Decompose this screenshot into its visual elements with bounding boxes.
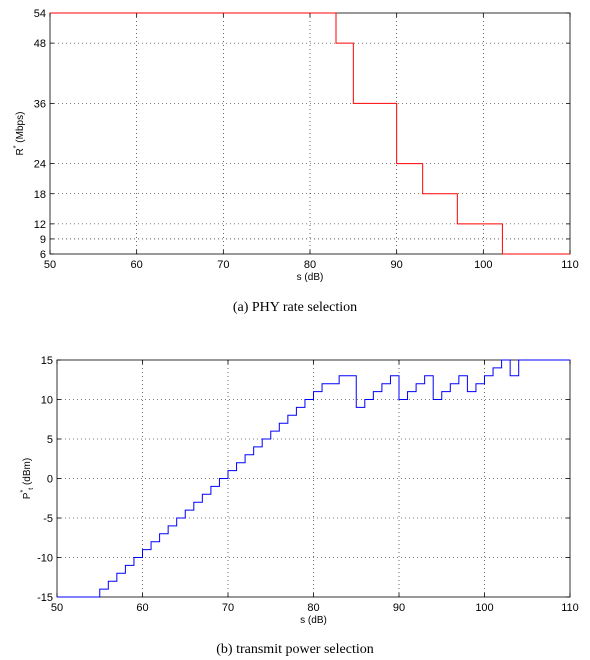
y-tick-label: 54 [34,8,46,20]
y-tick-label: 18 [34,189,46,201]
x-tick-label: 50 [51,602,63,614]
chart-a: 6 9 12 18 24 36 48 54 50 60 70 80 90 100 110 s (dB) R* (… [13,8,579,315]
x-axis-label: s (dB) [297,272,324,283]
y-tick-label: 48 [34,38,46,50]
x-tick-label: 70 [217,259,229,271]
y-tick-label: 6 [40,249,46,261]
y-tick-label: 9 [40,234,46,246]
x-tick-label: 80 [307,602,319,614]
x-tick-label: 100 [474,259,492,271]
y-tick-label: -5 [43,513,53,525]
x-tick-label: 70 [222,602,234,614]
x-axis-label: s (dB) [300,615,327,626]
x-tick-label: 90 [393,602,405,614]
x-tick-label: 110 [561,259,579,271]
y-tick-label: 15 [41,355,53,367]
y-axis-label: R* (Mbps) [13,112,26,156]
y-tick-label: -15 [37,592,53,604]
y-tick-label: 12 [34,219,46,231]
y-tick-label: -10 [37,553,53,565]
y-tick-label: 10 [41,395,53,407]
series-line [50,12,570,255]
y-axis-label: P*t (dBm) [20,458,35,499]
chart-b: -15 -10 -5 0 5 10 15 50 60 70 80 90 100 110 s (dB) P*t … [20,355,579,657]
x-tick-label: 60 [136,602,148,614]
y-tick-label: 24 [34,159,46,171]
x-tick-label: 60 [131,259,143,271]
x-tick-label: 90 [391,259,403,271]
y-tick-label: 5 [47,434,53,446]
x-tick-label: 100 [475,602,493,614]
y-tick-label: 0 [47,474,53,486]
series-line [57,359,570,598]
x-tick-label: 50 [44,259,56,271]
y-tick-label: 36 [34,98,46,110]
chart-caption: (a) PHY rate selection [233,300,357,315]
x-tick-label: 80 [304,259,316,271]
chart-caption: (b) transmit power selection [216,642,373,657]
x-tick-label: 110 [561,602,579,614]
